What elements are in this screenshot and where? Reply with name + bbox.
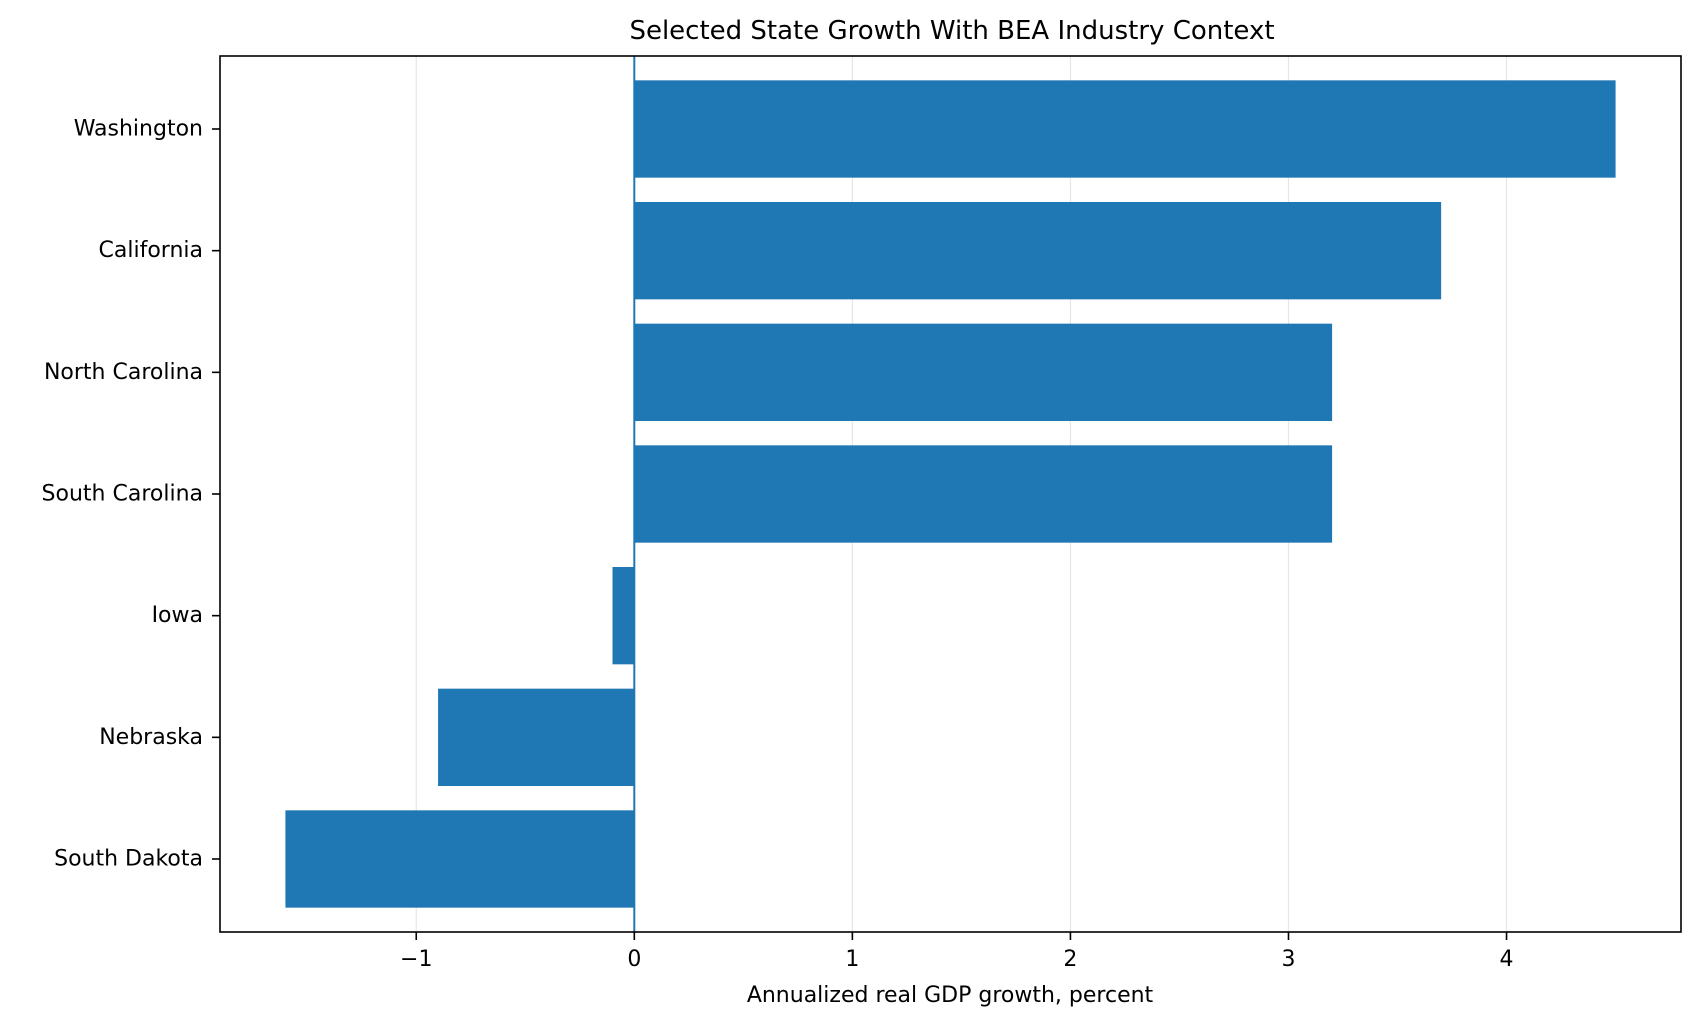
y-tick-label: Iowa — [152, 603, 203, 628]
y-tick-label: Nebraska — [99, 725, 203, 750]
y-tick-label: South Carolina — [42, 482, 203, 507]
x-tick-label: −1 — [400, 947, 432, 972]
x-axis-label: Annualized real GDP growth, percent — [747, 983, 1154, 1008]
x-tick-label: 0 — [627, 947, 641, 972]
bars — [285, 80, 1616, 908]
y-tick-label: California — [99, 238, 203, 263]
y-tick-label: South Dakota — [54, 847, 203, 872]
x-tick-label: 3 — [1281, 947, 1295, 972]
x-tick-label: 2 — [1063, 947, 1077, 972]
y-tick-label: North Carolina — [44, 360, 203, 385]
bar-north-carolina — [634, 323, 1333, 421]
bar-south-dakota — [285, 810, 635, 908]
y-axis-ticks: Washington California North Carolina South … — [42, 117, 220, 872]
bar-south-carolina — [634, 445, 1333, 543]
y-tick-label: Washington — [74, 117, 203, 142]
x-axis-ticks: −1 0 1 2 3 4 — [400, 932, 1514, 972]
bar-iowa — [612, 567, 635, 665]
plot-area: Washington California North Carolina South … — [42, 55, 1682, 972]
bar-california — [634, 202, 1442, 300]
x-tick-label: 4 — [1500, 947, 1514, 972]
bar-nebraska — [438, 688, 635, 786]
x-tick-label: 1 — [845, 947, 859, 972]
bar-washington — [634, 80, 1616, 178]
chart-title: Selected State Growth With BEA Industry … — [629, 16, 1274, 46]
